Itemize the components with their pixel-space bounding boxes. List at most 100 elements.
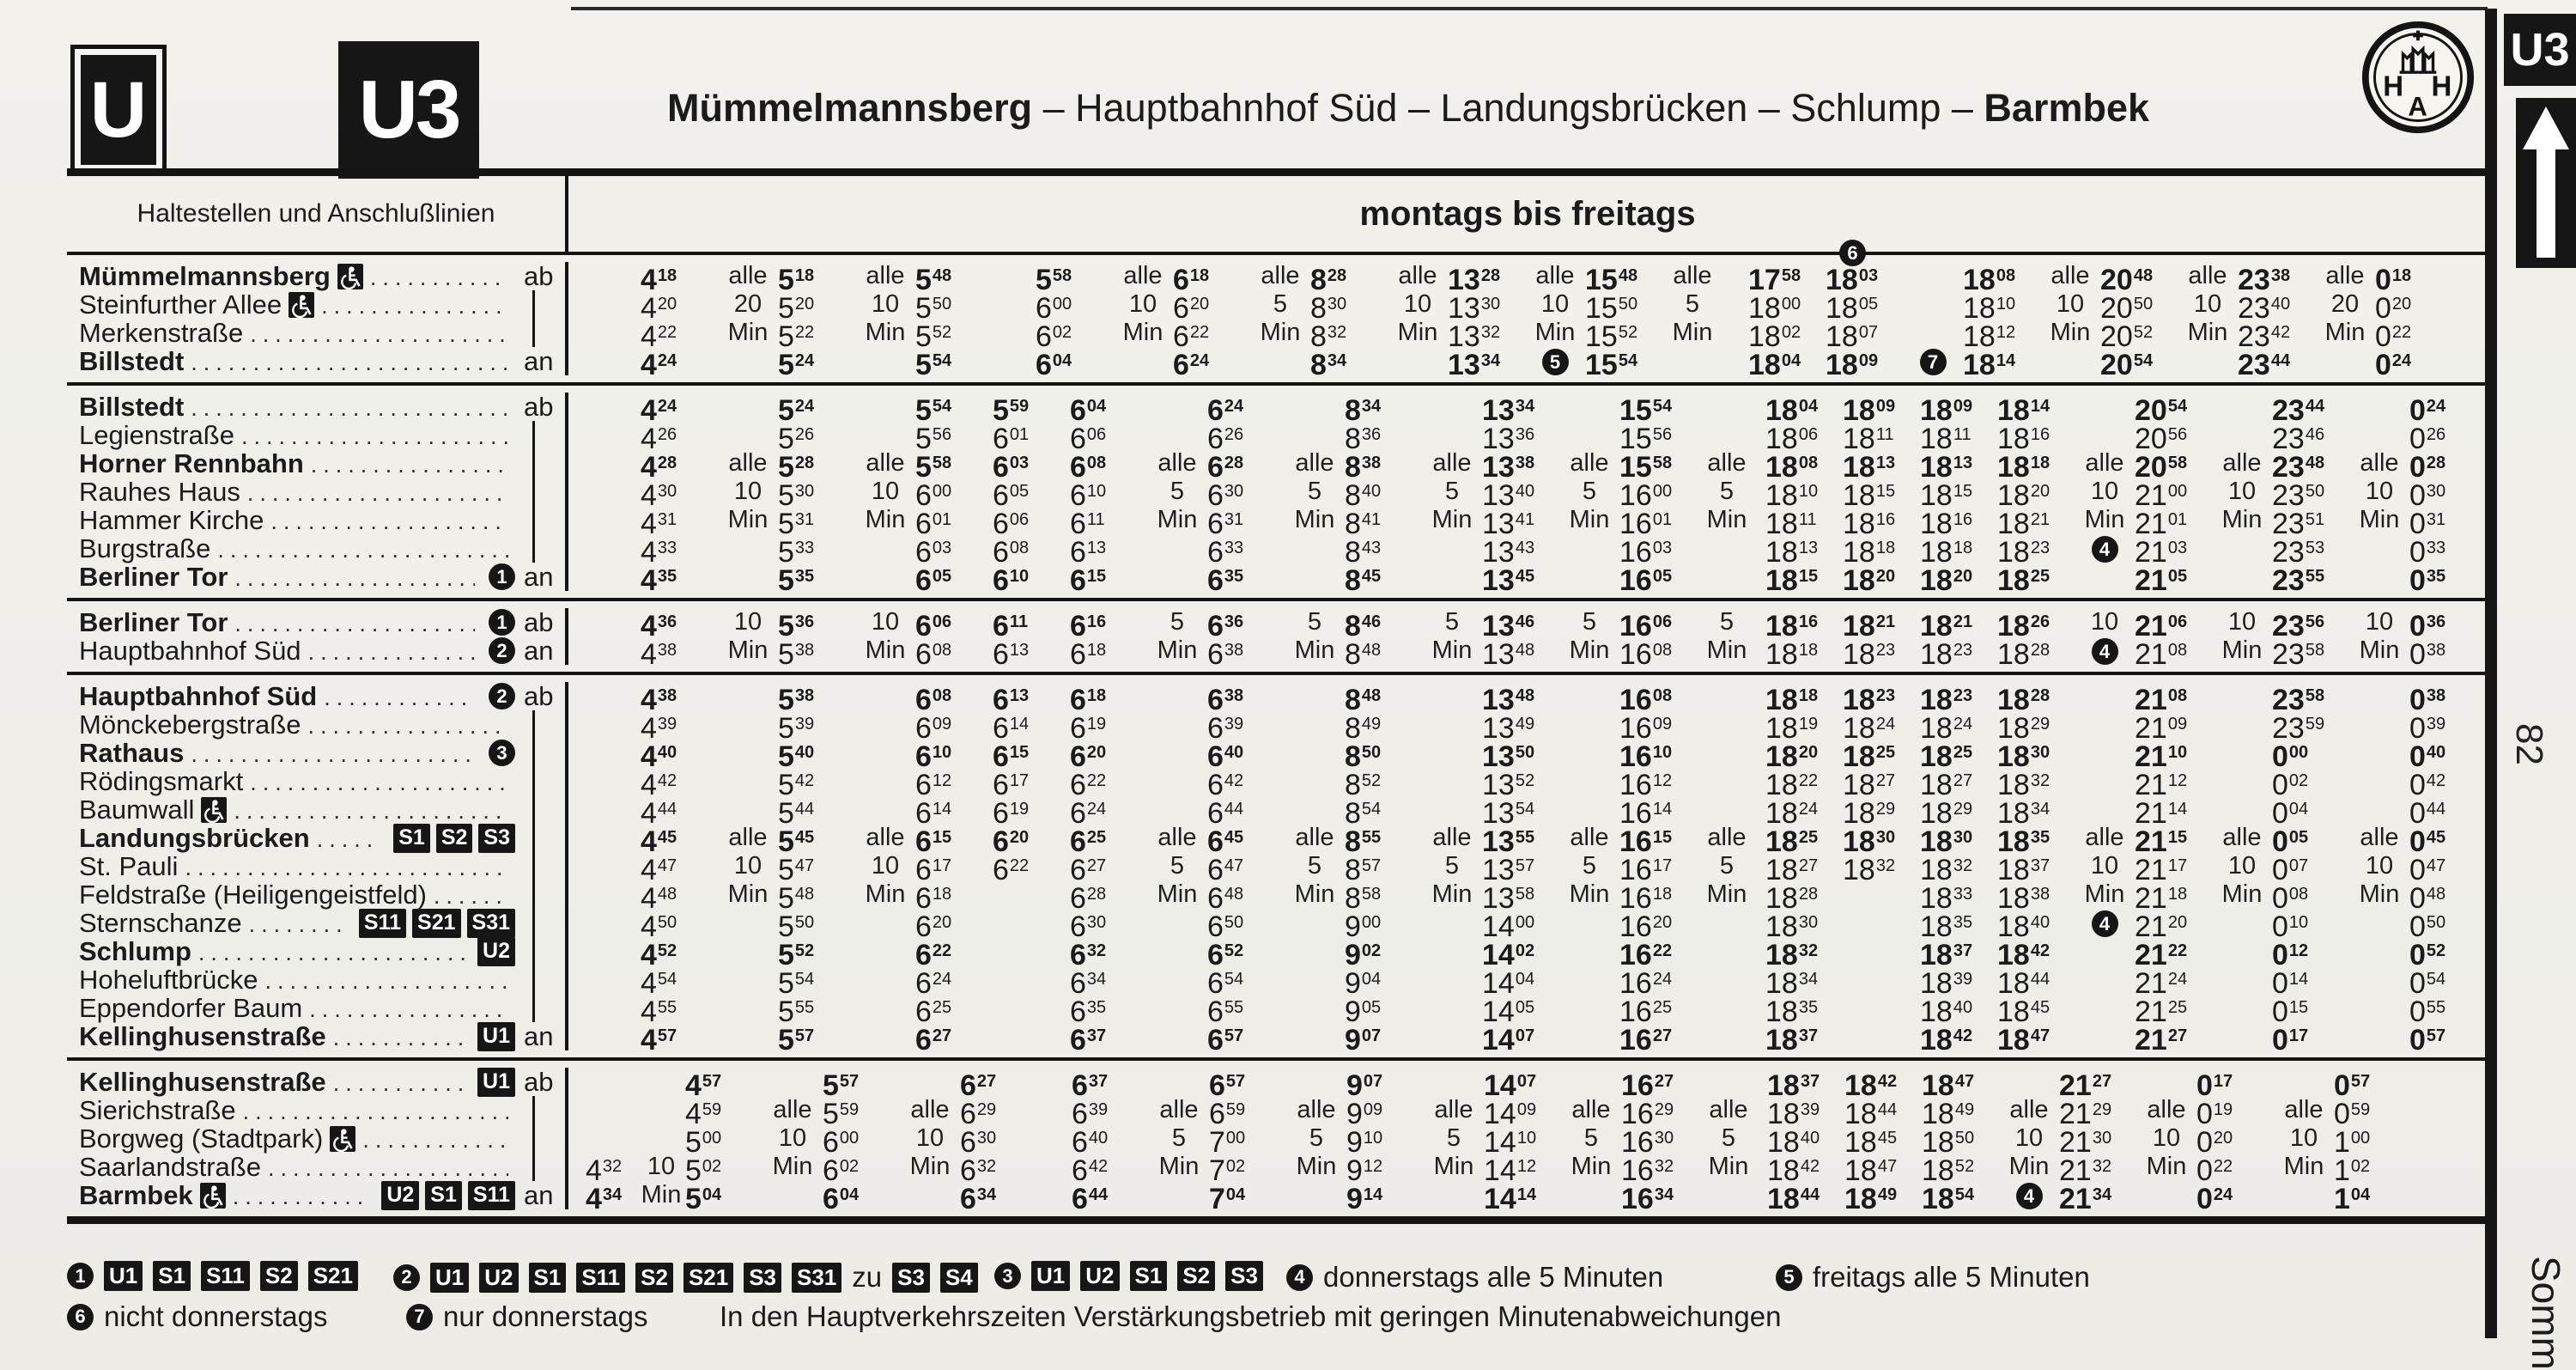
time-minutes-sup: 32	[2030, 771, 2050, 790]
station-row: Hauptbahnhof Süd2an	[79, 636, 565, 666]
time-cell: 1811	[1765, 506, 1843, 539]
time-hour: 15	[1619, 423, 1652, 455]
time-hour: 4	[641, 882, 657, 915]
time-hour: 18	[1843, 610, 1875, 642]
time-cell: 1835	[1997, 824, 2075, 856]
line-badge-U2: U2	[1080, 1261, 1120, 1291]
interval-note: alle	[2222, 449, 2262, 477]
time-cell: 2342	[2238, 319, 2315, 351]
time-column: 1608 1609 1610 1612 1614 1615 1617 1618 1620 1622…	[1619, 682, 1697, 1055]
time-cell: 1350	[1482, 739, 1559, 771]
time-cell: 1410	[1484, 1124, 1561, 1157]
interval-note: Min	[1431, 506, 1473, 533]
time-hour: 6	[915, 854, 932, 886]
interval-note	[2274, 1181, 2334, 1209]
time-minutes-sup: 34	[1086, 970, 1107, 989]
station-row: KellinghusenstraßeU1an	[79, 1020, 565, 1051]
time-hour: 4	[641, 292, 657, 325]
time-minutes-sup: 29	[976, 1100, 997, 1119]
interval-note: Min	[2187, 319, 2228, 346]
interval-note	[718, 937, 778, 965]
line-badge-S1: S1	[425, 1180, 462, 1210]
interval-note: 4	[2075, 909, 2135, 937]
time-cell: 1845	[1844, 1124, 1922, 1157]
time-minutes-sup: 20	[794, 295, 815, 314]
time-column: 6 1803 1805 1807 1809	[1826, 240, 1903, 380]
line-badge-U1: U1	[1031, 1261, 1071, 1291]
time-hour: 6	[1070, 939, 1086, 971]
line-badge-U2: U2	[381, 1180, 420, 1210]
time-hour: 5	[915, 394, 932, 427]
time-cell: 436	[641, 608, 718, 641]
interval-note-column: alle 5 Min	[1286, 1068, 1346, 1209]
time-hour: 5	[685, 1183, 702, 1215]
footnote-marker-5: 5	[1541, 349, 1569, 375]
time-hour: 13	[1448, 349, 1480, 381]
interval-note: 5	[1582, 478, 1597, 505]
time-cell: 1849	[1844, 1181, 1922, 1214]
time-hour: 18	[1767, 1126, 1800, 1159]
time-hour: 6	[1072, 1126, 1088, 1159]
time-minutes-sup: 54	[932, 397, 952, 416]
time-minutes-sup: 04	[2288, 800, 2309, 819]
time-cell: 1824	[1920, 710, 1997, 743]
time-minutes-sup: 11	[1798, 510, 1817, 529]
time-cell: 2052	[2100, 319, 2178, 351]
time-minutes-sup: 56	[1652, 425, 1673, 444]
time-hour: 6	[1036, 292, 1052, 325]
time-minutes-sup: 59	[702, 1100, 722, 1119]
interval-note-column: alle 10 Min 5	[1525, 262, 1585, 375]
time-minutes-sup: 28	[2030, 641, 2050, 660]
time-hour: 18	[1963, 264, 1996, 296]
station-row: Merkenstraße	[79, 318, 565, 348]
interval-note	[1903, 319, 1963, 347]
time-minutes-sup: 40	[1361, 482, 1382, 501]
time-hour: 6	[1207, 394, 1224, 427]
time-hour: 18	[1765, 769, 1798, 801]
time-cell: 430	[641, 478, 718, 510]
station-row: Saarlandstraße	[79, 1152, 565, 1182]
ab-an-cell: an	[524, 1020, 554, 1051]
time-minutes-sup: 41	[1515, 510, 1535, 529]
time-column: 2356 2358	[2272, 608, 2349, 669]
time-hour: 13	[1482, 638, 1515, 671]
time-hour: 6	[1070, 967, 1086, 1000]
time-minutes-sup: 45	[2426, 828, 2446, 847]
time-hour: 23	[2272, 610, 2305, 642]
time-cell: 036	[2409, 608, 2487, 641]
station-row: KellinghusenstraßeU1ab	[79, 1067, 565, 1097]
time-hour: 6	[1072, 1183, 1088, 1215]
time-minutes-sup: 49	[1515, 715, 1535, 734]
time-column: 018 020 022 024	[2375, 262, 2452, 380]
u-bahn-logo: U	[70, 45, 167, 175]
time-hour: 5	[685, 1154, 702, 1187]
footnote-marker-4: 4	[2091, 536, 2118, 563]
time-cell: 431	[641, 506, 718, 539]
interval-note: alle	[866, 262, 905, 289]
time-minutes-sup: 55	[1224, 998, 1244, 1017]
time-hour: 6	[915, 1024, 932, 1056]
time-minutes-sup: 22	[1652, 941, 1673, 960]
time-hour: 18	[1843, 854, 1875, 886]
interval-note: 7	[1903, 347, 1963, 375]
footnote-marker-7: 7	[406, 1303, 433, 1330]
time-cell: 447	[641, 852, 718, 885]
time-minutes-sup: 23	[1875, 641, 1896, 660]
station-row: SchlumpU2	[79, 936, 565, 966]
time-minutes-sup: 27	[976, 1072, 997, 1091]
time-hour: 18	[1765, 564, 1798, 597]
time-cell: 1834	[1997, 795, 2075, 828]
time-column: 1348 1349 1350 1352 1354 1355 1357 1358 1400 1402…	[1482, 682, 1559, 1055]
time-minutes-sup: 48	[1361, 641, 1382, 660]
interval-note: 10	[2090, 608, 2119, 636]
time-hour: 16	[1619, 1024, 1652, 1056]
time-hour: 18	[1843, 508, 1875, 540]
line-badge-S2: S2	[259, 1261, 298, 1291]
time-cell: 057	[2334, 1068, 2411, 1100]
time-cell: 1634	[1621, 1181, 1698, 1214]
time-hour: 21	[2135, 610, 2167, 642]
time-cell: 848	[1345, 682, 1422, 715]
time-cell: 1405	[1482, 994, 1559, 1026]
interval-note: alle	[2360, 824, 2399, 851]
time-minutes-sup: 25	[1652, 998, 1673, 1017]
